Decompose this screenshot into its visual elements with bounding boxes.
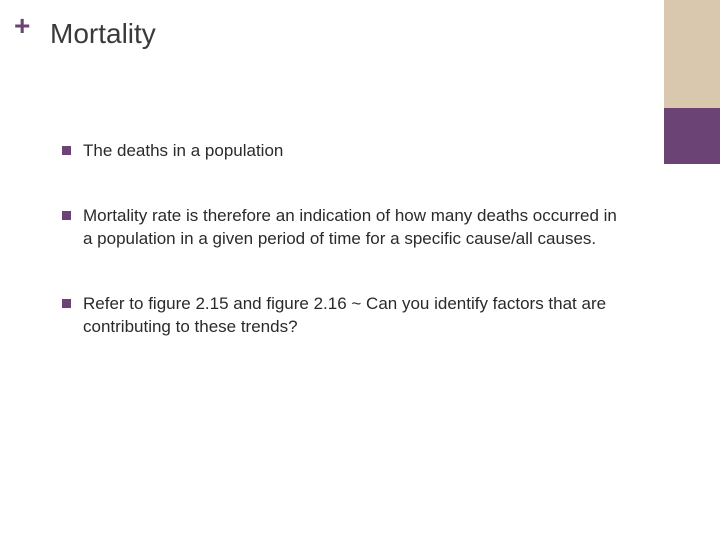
bullet-text: The deaths in a population [83,140,283,163]
bullet-text: Mortality rate is therefore an indicatio… [83,205,622,251]
sidebar-block-top [664,0,720,108]
bullet-icon [62,211,71,220]
plus-icon: + [14,12,30,40]
sidebar-block-accent [664,108,720,164]
sidebar-decoration [664,0,720,540]
list-item: Refer to figure 2.15 and figure 2.16 ~ C… [62,293,622,339]
bullet-icon [62,299,71,308]
content-area: The deaths in a population Mortality rat… [62,140,622,339]
bullet-icon [62,146,71,155]
page-title: Mortality [50,18,156,50]
list-item: The deaths in a population [62,140,622,163]
list-item: Mortality rate is therefore an indicatio… [62,205,622,251]
bullet-text: Refer to figure 2.15 and figure 2.16 ~ C… [83,293,622,339]
